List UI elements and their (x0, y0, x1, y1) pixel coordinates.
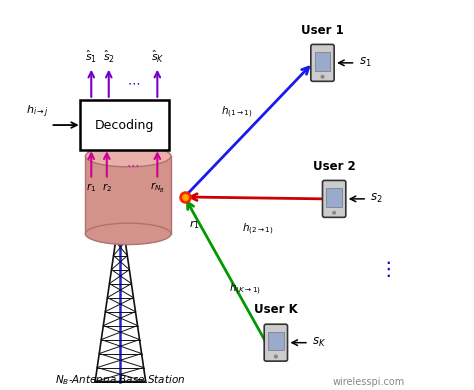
Text: $h_{(1\rightarrow 1)}$: $h_{(1\rightarrow 1)}$ (221, 105, 253, 120)
FancyBboxPatch shape (268, 332, 283, 351)
FancyBboxPatch shape (264, 324, 288, 361)
Text: $h_{(K\rightarrow 1)}$: $h_{(K\rightarrow 1)}$ (229, 282, 261, 297)
Circle shape (333, 211, 336, 214)
Text: $\vdots$: $\vdots$ (378, 259, 391, 279)
Ellipse shape (85, 223, 171, 245)
Text: $r_1$: $r_1$ (86, 181, 96, 194)
FancyBboxPatch shape (80, 100, 169, 150)
FancyBboxPatch shape (311, 44, 334, 82)
Text: User K: User K (254, 303, 298, 316)
Text: $s_1$: $s_1$ (359, 56, 371, 69)
FancyBboxPatch shape (322, 181, 346, 217)
Text: wirelesspi.com: wirelesspi.com (333, 378, 405, 387)
Text: $\cdots$: $\cdots$ (127, 76, 139, 90)
Text: $s_2$: $s_2$ (370, 192, 383, 206)
Text: $\hat{s}_2$: $\hat{s}_2$ (103, 49, 115, 65)
Text: $\hat{s}_K$: $\hat{s}_K$ (151, 49, 164, 65)
Text: $s_K$: $s_K$ (312, 336, 326, 349)
Ellipse shape (85, 145, 171, 167)
Text: $h_{i\rightarrow j}$: $h_{i\rightarrow j}$ (26, 104, 48, 121)
Circle shape (321, 75, 324, 78)
Circle shape (274, 355, 277, 358)
FancyBboxPatch shape (315, 52, 330, 71)
Text: Decoding: Decoding (95, 119, 154, 131)
Text: $r_2$: $r_2$ (102, 181, 112, 194)
Text: $h_{(2\rightarrow 1)}$: $h_{(2\rightarrow 1)}$ (243, 221, 274, 237)
Text: User 2: User 2 (313, 160, 356, 173)
Text: $N_B$-Antenna Base Station: $N_B$-Antenna Base Station (55, 374, 186, 387)
Text: $r_{N_B}$: $r_{N_B}$ (150, 181, 165, 195)
Bar (85, 156, 171, 234)
FancyBboxPatch shape (327, 188, 342, 207)
Text: $\hat{s}_1$: $\hat{s}_1$ (85, 49, 97, 65)
Text: User 1: User 1 (301, 24, 344, 37)
Text: $r_1$: $r_1$ (189, 218, 200, 231)
Text: $\cdots$: $\cdots$ (126, 158, 138, 171)
